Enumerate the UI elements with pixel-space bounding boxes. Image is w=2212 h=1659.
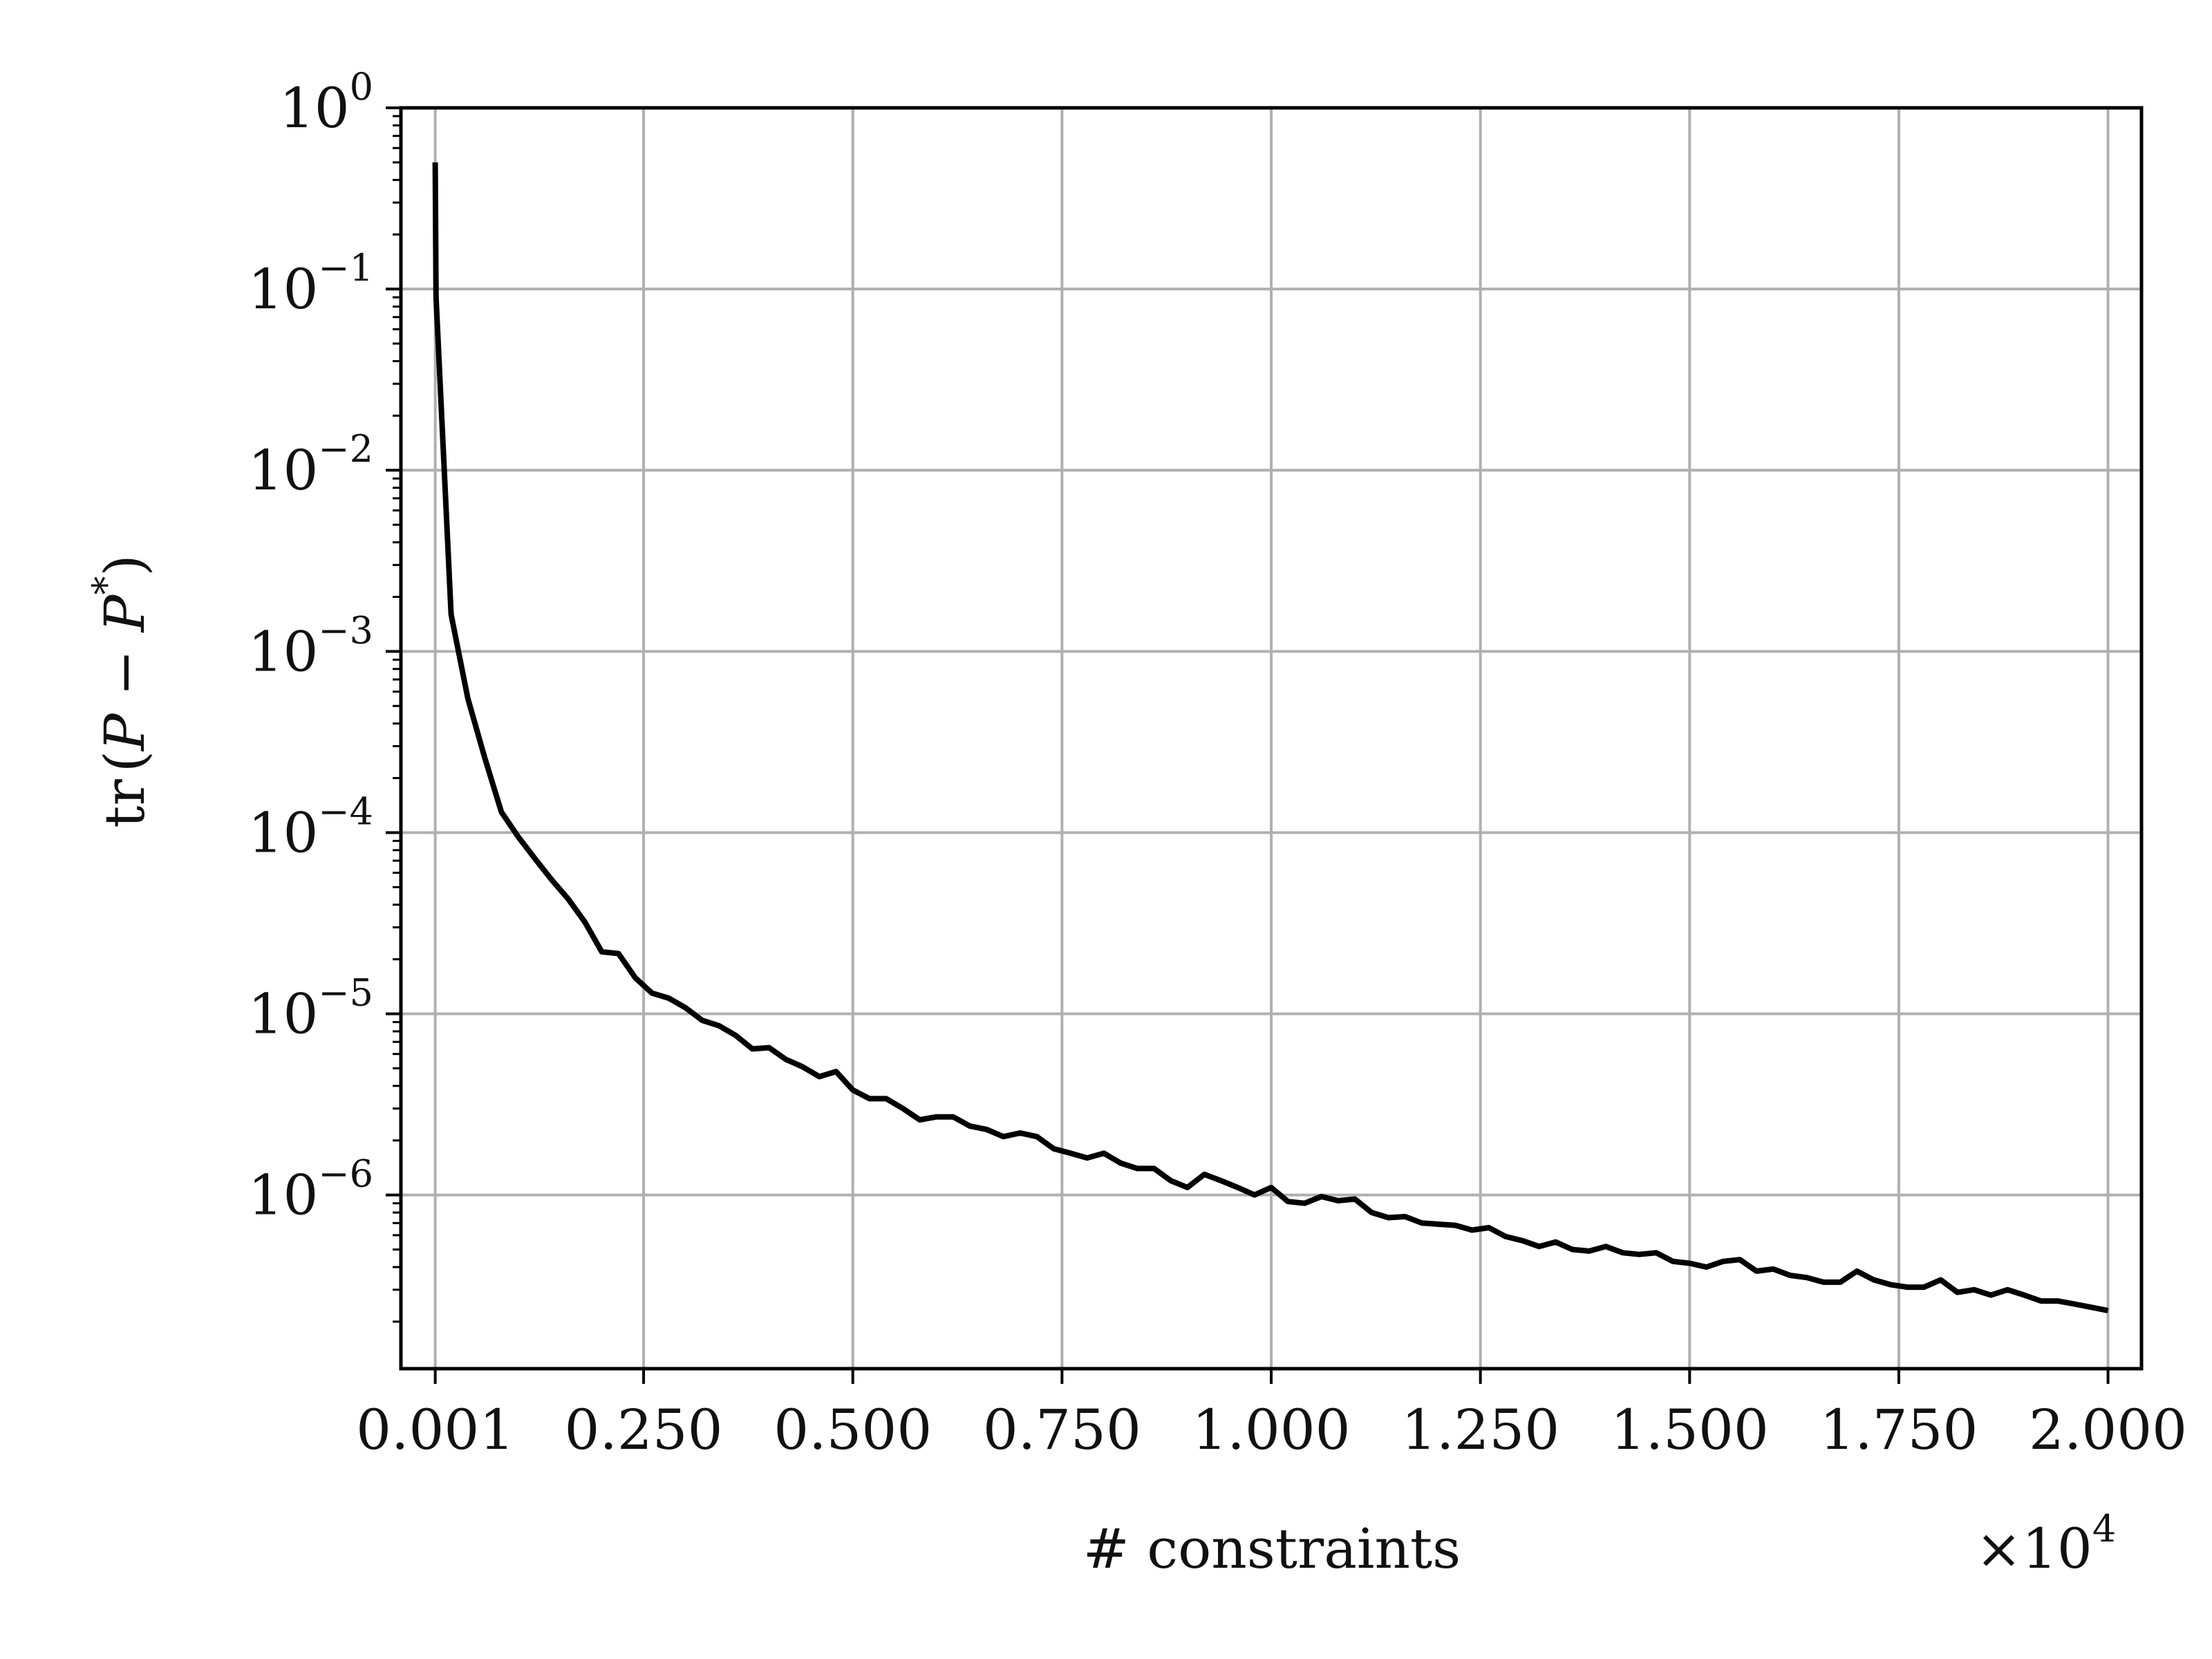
ticks-layer: [386, 106, 2110, 1384]
y-title-open-paren: (: [93, 751, 157, 772]
x-axis-multiplier: ×104: [1976, 1507, 2116, 1581]
x-tick-label: 2.000: [2029, 1398, 2187, 1462]
y-tick-label: 10−3: [248, 608, 373, 684]
labels-layer: 0.001 0.250 0.500 0.750 1.000 1.250 1.500 1.750…: [248, 65, 2187, 1462]
x-axis-title: # constraints: [1083, 1517, 1461, 1581]
y-title-p1: P: [93, 713, 157, 752]
y-title-star: *: [84, 577, 128, 595]
y-title-p2: P: [93, 594, 157, 633]
y-title-tr: tr: [93, 779, 157, 828]
y-title-minus: −: [93, 632, 157, 713]
y-tick-label: 10−1: [248, 246, 373, 321]
x-tick-label: 1.250: [1401, 1398, 1559, 1462]
y-axis-title: tr(P − P*): [84, 554, 157, 827]
x-tick-label: 1.750: [1819, 1398, 1978, 1462]
x-tick-label: 0.500: [774, 1398, 932, 1462]
x-multiplier-exponent: 4: [2092, 1507, 2116, 1550]
x-tick-label: 0.001: [356, 1398, 514, 1462]
grid-layer: [401, 106, 2141, 1369]
x-tick-label: 1.500: [1611, 1398, 1769, 1462]
y-tick-label: 10−6: [248, 1152, 373, 1228]
y-tick-label: 10−5: [248, 971, 373, 1047]
y-tick-label: 100: [279, 65, 373, 140]
x-tick-label: 0.250: [565, 1398, 723, 1462]
y-tick-label: 10−2: [248, 427, 373, 503]
x-tick-label: 1.000: [1192, 1398, 1350, 1462]
y-tick-label: 10−4: [248, 789, 373, 865]
series-line: [432, 162, 2109, 1313]
series-layer: [432, 162, 2109, 1313]
x-multiplier-base: ×10: [1976, 1517, 2092, 1581]
y-title-close-paren: ): [93, 554, 157, 576]
x-tick-label: 0.750: [983, 1398, 1141, 1462]
